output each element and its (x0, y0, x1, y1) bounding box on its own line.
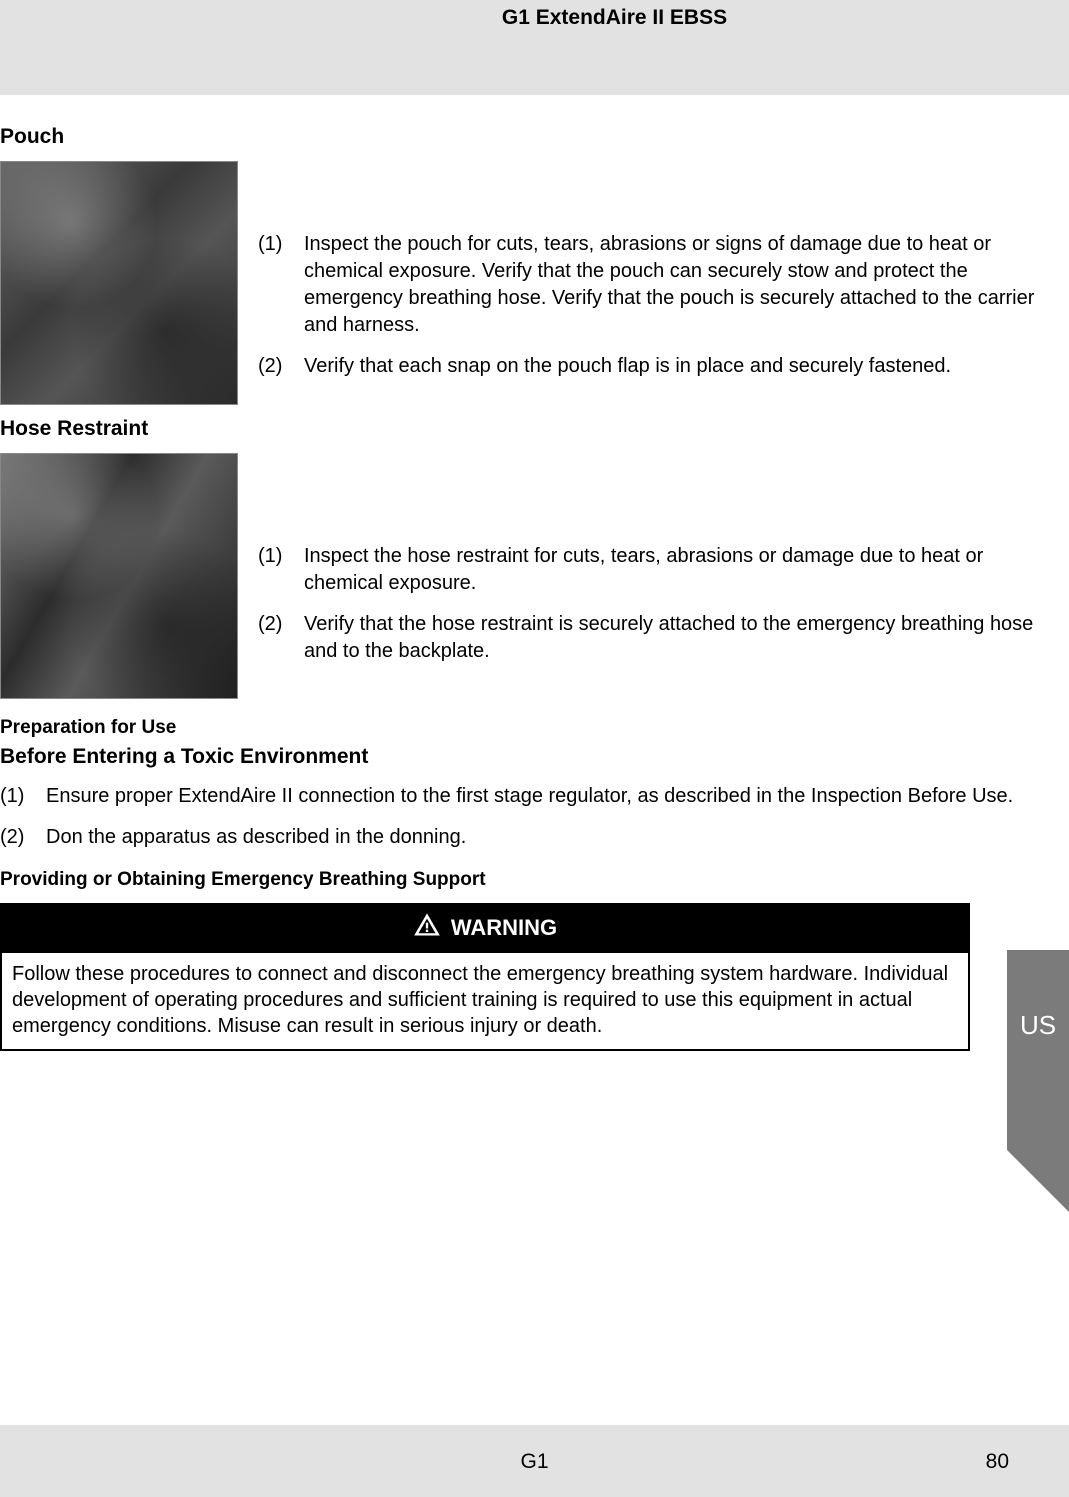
step-number: (1) (258, 543, 304, 597)
footer-page-number: 80 (986, 1450, 1009, 1474)
hose-heading: Hose Restraint (0, 417, 1039, 441)
step-text: Don the apparatus as described in the do… (46, 824, 466, 851)
side-tab-label: US (1020, 1010, 1056, 1041)
step-text: Verify that each snap on the pouch flap … (304, 353, 951, 380)
step-text: Verify that the hose restraint is secure… (304, 611, 1039, 665)
hose-row: (1) Inspect the hose restraint for cuts,… (0, 453, 1039, 699)
list-item: (2) Verify that the hose restraint is se… (258, 611, 1039, 665)
content-area: Pouch (1) Inspect the pouch for cuts, te… (0, 95, 1069, 1425)
pouch-steps: (1) Inspect the pouch for cuts, tears, a… (258, 161, 1039, 394)
prep-heading: Preparation for Use (0, 717, 1039, 739)
header-title: G1 ExtendAire II EBSS (0, 6, 1029, 30)
step-number: (2) (0, 824, 46, 851)
page: G1 ExtendAire II EBSS Pouch (1) Inspect … (0, 0, 1069, 1497)
pouch-image (0, 161, 238, 405)
prep-sub: Before Entering a Toxic Environment (0, 745, 1039, 769)
side-tab: US (1007, 950, 1069, 1150)
warning-box: WARNING Follow these procedures to conne… (0, 903, 970, 1051)
step-number: (2) (258, 353, 304, 380)
footer-center: G1 (0, 1450, 1069, 1474)
hose-image (0, 453, 238, 699)
hose-steps: (1) Inspect the hose restraint for cuts,… (258, 453, 1039, 679)
prep-steps: (1) Ensure proper ExtendAire II connecti… (0, 783, 1039, 851)
list-item: (2) Verify that each snap on the pouch f… (258, 353, 1039, 380)
header-band: G1 ExtendAire II EBSS (0, 0, 1069, 95)
step-text: Ensure proper ExtendAire II connection t… (46, 783, 1013, 810)
step-text: Inspect the pouch for cuts, tears, abras… (304, 231, 1039, 339)
step-number: (1) (258, 231, 304, 339)
warning-label: WARNING (451, 915, 557, 941)
step-number: (1) (0, 783, 46, 810)
warning-header: WARNING (2, 905, 968, 953)
step-text: Inspect the hose restraint for cuts, tea… (304, 543, 1039, 597)
list-item: (1) Inspect the pouch for cuts, tears, a… (258, 231, 1039, 339)
warning-body: Follow these procedures to connect and d… (2, 953, 968, 1049)
footer: G1 80 (0, 1427, 1069, 1497)
pouch-row: (1) Inspect the pouch for cuts, tears, a… (0, 161, 1039, 405)
prep-sub2: Providing or Obtaining Emergency Breathi… (0, 869, 1039, 891)
list-item: (1) Inspect the hose restraint for cuts,… (258, 543, 1039, 597)
list-item: (1) Ensure proper ExtendAire II connecti… (0, 783, 1039, 810)
list-item: (2) Don the apparatus as described in th… (0, 824, 1039, 851)
pouch-heading: Pouch (0, 125, 1039, 149)
step-number: (2) (258, 611, 304, 665)
warning-icon (413, 911, 441, 945)
